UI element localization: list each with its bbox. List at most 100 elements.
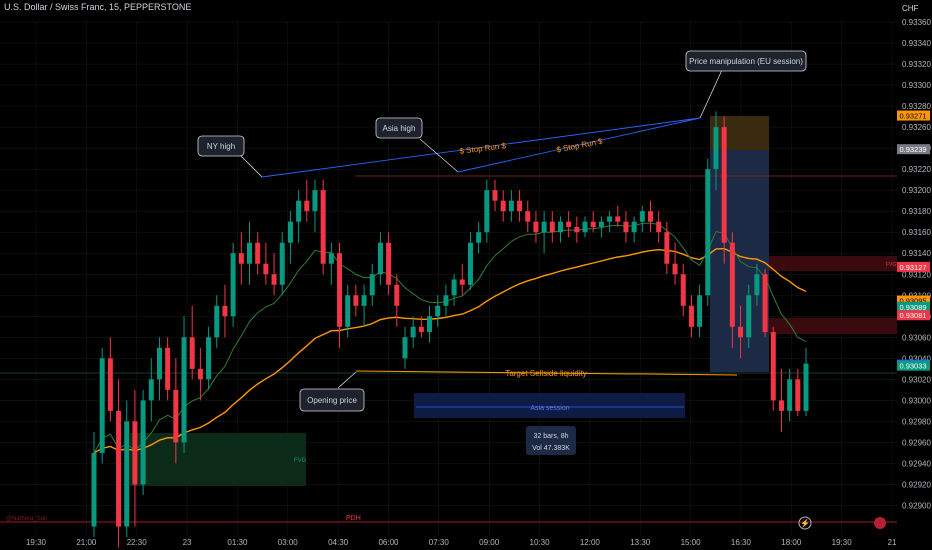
candle-body[interactable] xyxy=(230,253,236,317)
us-flag-icon[interactable] xyxy=(874,517,886,529)
candle-body[interactable] xyxy=(459,279,465,285)
candle-body[interactable] xyxy=(639,211,645,222)
candle-body[interactable] xyxy=(631,221,637,233)
candle-body[interactable] xyxy=(320,190,326,264)
candle-body[interactable] xyxy=(427,316,433,333)
pdh-left-label: @Nathera_Sali xyxy=(6,516,47,522)
candle-body[interactable] xyxy=(541,221,547,233)
candle-body[interactable] xyxy=(337,253,343,327)
candle-body[interactable] xyxy=(492,190,498,201)
candle-body[interactable] xyxy=(574,226,580,233)
candle-body[interactable] xyxy=(328,253,334,264)
candle-body[interactable] xyxy=(206,337,212,380)
candle-body[interactable] xyxy=(165,347,171,390)
candle-body[interactable] xyxy=(598,221,604,227)
candle-body[interactable] xyxy=(140,400,146,485)
candle-body[interactable] xyxy=(418,326,424,333)
candle-body[interactable] xyxy=(345,295,351,327)
candle-body[interactable] xyxy=(705,169,711,296)
candle-body[interactable] xyxy=(279,242,285,285)
candle-body[interactable] xyxy=(214,305,220,338)
candle-body[interactable] xyxy=(803,363,809,411)
candle-body[interactable] xyxy=(508,200,514,212)
candle-body[interactable] xyxy=(517,200,523,212)
candle-body[interactable] xyxy=(132,421,138,485)
price-label-value: 0.93239 xyxy=(899,145,926,154)
candle-body[interactable] xyxy=(148,379,154,401)
candle-body[interactable] xyxy=(386,242,392,285)
candle-body[interactable] xyxy=(304,200,310,212)
candle-body[interactable] xyxy=(738,326,744,338)
candle-body[interactable] xyxy=(238,253,244,264)
candle-body[interactable] xyxy=(557,221,563,233)
candle-body[interactable] xyxy=(672,263,678,275)
candle-body[interactable] xyxy=(99,358,105,453)
candle-body[interactable] xyxy=(656,221,662,233)
candle-body[interactable] xyxy=(648,211,654,222)
candle-body[interactable] xyxy=(615,216,621,222)
ema-orange-line xyxy=(93,247,807,454)
candle-body[interactable] xyxy=(762,274,768,333)
candle-body[interactable] xyxy=(467,242,473,285)
candle-body[interactable] xyxy=(124,421,130,527)
candle-body[interactable] xyxy=(590,221,596,227)
candle-body[interactable] xyxy=(484,190,490,233)
candle-body[interactable] xyxy=(451,279,457,296)
candle-body[interactable] xyxy=(263,263,269,275)
candle-body[interactable] xyxy=(116,410,122,527)
candle-body[interactable] xyxy=(476,232,482,243)
candle-body[interactable] xyxy=(107,358,113,411)
candle-body[interactable] xyxy=(410,326,416,338)
candle-body[interactable] xyxy=(533,221,539,233)
candle-body[interactable] xyxy=(729,242,735,327)
candle-body[interactable] xyxy=(402,337,408,359)
candle-body[interactable] xyxy=(287,221,293,243)
candle-body[interactable] xyxy=(500,200,506,212)
candle-body[interactable] xyxy=(623,221,629,233)
candle-body[interactable] xyxy=(688,305,694,327)
candle-body[interactable] xyxy=(296,200,302,222)
candle-body[interactable] xyxy=(754,274,760,296)
candle-body[interactable] xyxy=(770,332,776,401)
candle-body[interactable] xyxy=(680,274,686,306)
candle-body[interactable] xyxy=(721,127,727,243)
candle-body[interactable] xyxy=(173,389,179,443)
candle-body[interactable] xyxy=(607,216,613,222)
candle-body[interactable] xyxy=(713,127,719,170)
lightning-icon[interactable] xyxy=(798,516,812,530)
candle-body[interactable] xyxy=(435,305,441,317)
candle-body[interactable] xyxy=(156,347,162,380)
candles[interactable] xyxy=(91,111,809,548)
candle-body[interactable] xyxy=(549,221,555,233)
candle-body[interactable] xyxy=(271,274,277,285)
candle-body[interactable] xyxy=(525,211,531,222)
candle-body[interactable] xyxy=(582,221,588,233)
candle-body[interactable] xyxy=(189,337,195,369)
candle-body[interactable] xyxy=(787,379,793,411)
candle-body[interactable] xyxy=(697,295,703,327)
candle-body[interactable] xyxy=(377,242,383,275)
candle-body[interactable] xyxy=(394,284,400,306)
time-axis[interactable]: 19:30 21:00 22:30 23 01:30 03:00 04:30 06:00 07:… xyxy=(26,538,897,547)
candle-body[interactable] xyxy=(312,190,318,212)
candle-body[interactable] xyxy=(778,400,784,411)
candle-body[interactable] xyxy=(222,305,228,317)
candle-body[interactable] xyxy=(181,337,187,443)
candle-body[interactable] xyxy=(361,295,367,306)
candle-body[interactable] xyxy=(255,242,261,264)
asia-high-pointer xyxy=(419,138,459,173)
price-tick: 0.92900 xyxy=(902,501,931,510)
candle-body[interactable] xyxy=(91,452,97,527)
candle-body[interactable] xyxy=(443,295,449,306)
candle-body[interactable] xyxy=(566,221,572,227)
candle-body[interactable] xyxy=(369,274,375,296)
candle-body[interactable] xyxy=(197,368,203,380)
candle-body[interactable] xyxy=(795,379,801,411)
candle-body[interactable] xyxy=(664,232,670,264)
candle-body[interactable] xyxy=(746,295,752,338)
price-axis[interactable]: CHF0.933600.933400.933200.933000.932800.… xyxy=(897,4,931,510)
candle-body[interactable] xyxy=(353,295,359,306)
candle-body[interactable] xyxy=(246,242,252,264)
